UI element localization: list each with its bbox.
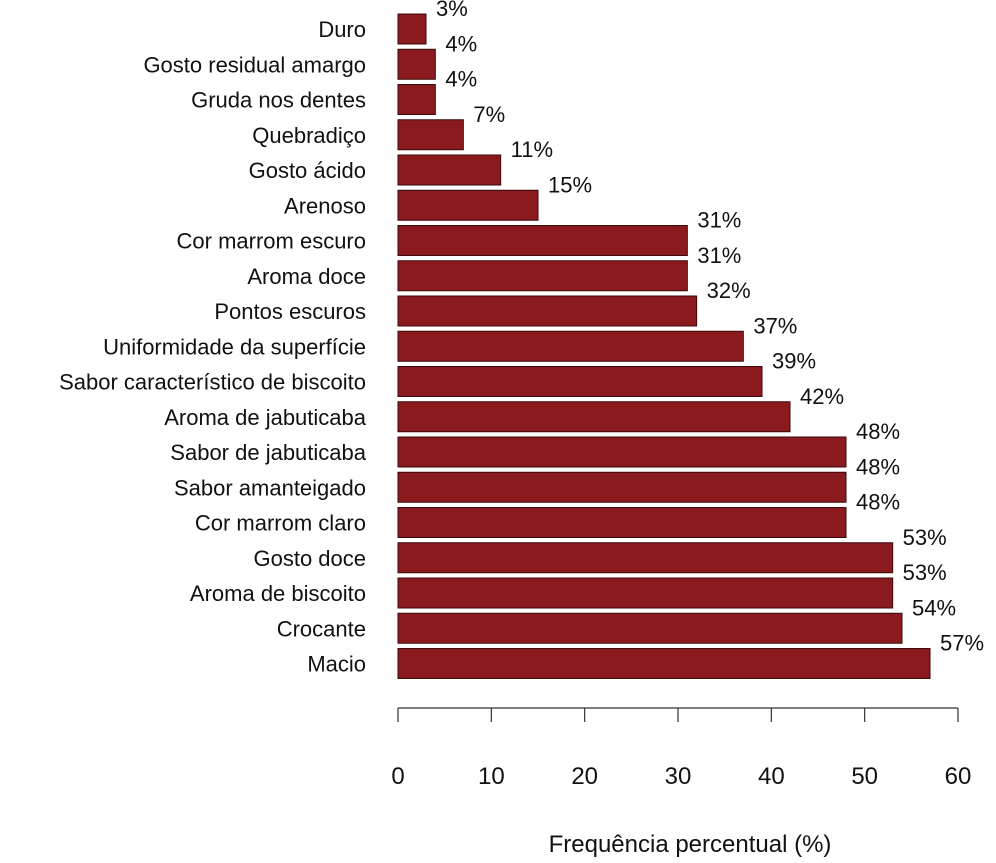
category-label: Sabor característico de biscoito	[59, 370, 366, 395]
category-label: Aroma doce	[247, 264, 366, 289]
bar	[397, 471, 847, 503]
bar	[397, 612, 903, 644]
value-label: 31%	[697, 208, 741, 233]
bar	[397, 13, 427, 45]
x-tick-label: 20	[571, 763, 598, 790]
category-label: Duro	[318, 17, 366, 42]
bar	[397, 154, 502, 186]
value-label: 48%	[856, 490, 900, 515]
value-labels-group: 3% 4% 4% 7%11% 15% 31% 31% 32%37% 39% 42% 48% 48% 48…	[436, 0, 984, 656]
value-label: 39%	[772, 349, 816, 374]
bar	[397, 225, 688, 256]
x-tick-label: 40	[758, 763, 785, 790]
bar	[397, 401, 791, 433]
category-label: Sabor de jabuticaba	[170, 440, 366, 465]
bar	[397, 295, 698, 327]
value-label: 42%	[800, 384, 844, 409]
category-label: Pontos escuros	[214, 299, 366, 324]
category-label: Macio	[307, 652, 366, 677]
category-label: Uniformidade da superfície	[103, 334, 366, 359]
x-tick-label: 50	[851, 763, 878, 790]
category-label: Aroma de biscoito	[190, 581, 366, 606]
x-tick-label: 0	[391, 763, 404, 790]
value-label: 48%	[856, 419, 900, 444]
value-label: 7%	[473, 102, 505, 127]
bar	[397, 436, 847, 468]
category-label: Gosto doce	[253, 546, 366, 571]
category-label: Cor marrom escuro	[177, 229, 366, 254]
value-label: 11%	[511, 137, 553, 162]
value-label: 37%	[753, 313, 797, 338]
bar	[397, 507, 847, 538]
bar	[397, 330, 744, 362]
category-label: Sabor amanteigado	[174, 475, 366, 500]
bar	[397, 84, 436, 115]
x-tick-label: 30	[665, 763, 692, 790]
category-label: Gosto ácido	[249, 158, 366, 183]
bar	[397, 577, 894, 609]
value-label: 3%	[436, 0, 468, 21]
value-label: 57%	[940, 631, 984, 656]
category-label: Gruda nos dentes	[191, 88, 366, 113]
bar	[397, 48, 436, 80]
value-label: 48%	[856, 454, 900, 479]
value-label: 53%	[903, 525, 947, 550]
bar	[397, 366, 763, 397]
x-tick-label: 10	[478, 763, 505, 790]
value-label: 31%	[697, 243, 741, 268]
x-tick-label: 60	[945, 763, 972, 790]
category-label: Cor marrom claro	[195, 511, 366, 536]
x-axis: 0 10 20 30 40 50 60	[391, 707, 972, 790]
category-label: Gosto residual amargo	[143, 52, 366, 77]
bar	[397, 260, 688, 292]
value-label: 32%	[707, 278, 751, 303]
category-label: Crocante	[277, 616, 366, 641]
value-label: 54%	[912, 595, 956, 620]
bar	[397, 189, 539, 221]
bar	[397, 542, 894, 574]
value-label: 15%	[548, 172, 592, 197]
value-label: 53%	[903, 560, 947, 585]
bars-group	[397, 13, 931, 679]
category-label: Arenoso	[284, 193, 366, 218]
bar	[397, 119, 464, 151]
category-labels-group: Duro Gosto residual amargo Gruda nos dente…	[59, 17, 367, 677]
value-label: 4%	[445, 31, 477, 56]
category-label: Aroma de jabuticaba	[164, 405, 367, 430]
category-label: Quebradiço	[252, 123, 366, 148]
x-axis-title: Frequência percentual (%)	[549, 831, 832, 858]
value-label: 4%	[445, 67, 477, 92]
bar	[397, 648, 931, 679]
